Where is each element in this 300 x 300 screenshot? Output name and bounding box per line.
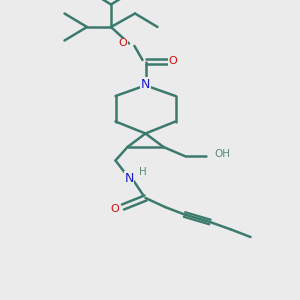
- Text: O: O: [118, 38, 127, 49]
- Text: N: N: [141, 77, 150, 91]
- Text: H: H: [139, 167, 147, 177]
- Text: OH: OH: [214, 148, 230, 159]
- Text: N: N: [124, 172, 134, 185]
- Text: O: O: [169, 56, 178, 67]
- Text: O: O: [110, 203, 119, 214]
